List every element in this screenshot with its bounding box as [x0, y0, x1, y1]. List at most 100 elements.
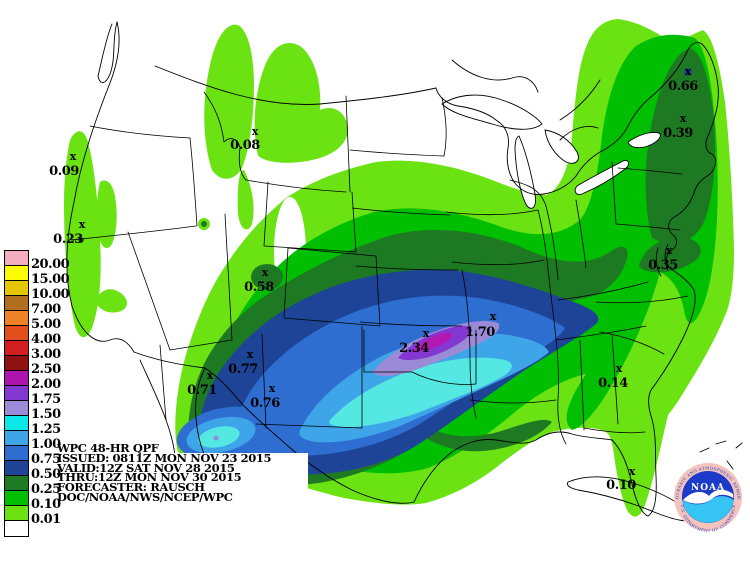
legend-label: 0.25 — [31, 482, 61, 497]
max-point-marker: x — [262, 266, 269, 279]
lake-superior — [441, 94, 543, 130]
max-point-value: 0.35 — [648, 258, 678, 273]
contour-001-idaho — [204, 24, 254, 179]
contour-001-sierra-strip — [96, 180, 117, 249]
legend-label: 1.50 — [31, 407, 61, 422]
noaa-logo: NOAA NATIONAL OCEANIC AND ATMOSPHERIC AD… — [674, 463, 742, 533]
legend-label: 0.75 — [31, 452, 61, 467]
max-point-value: 0.76 — [250, 396, 280, 411]
lake-ontario — [627, 132, 661, 149]
map-borders — [66, 21, 743, 522]
legend-swatch — [5, 476, 28, 491]
state-borders — [70, 91, 689, 445]
canada-49th-parallel — [154, 65, 437, 105]
max-point-marker: x — [685, 65, 692, 78]
legend-label: 4.00 — [31, 332, 61, 347]
agency-line: DOC/NOAA/NWS/NCEP/WPC — [57, 489, 233, 504]
legend-label: 0.50 — [31, 467, 61, 482]
thru-line: THRU:12Z MON NOV 30 2015 — [57, 470, 242, 485]
max-point-marker: x — [70, 150, 77, 163]
contour-125-stx — [198, 426, 240, 448]
legend-swatch — [5, 446, 28, 461]
legend-label: 2.50 — [31, 362, 61, 377]
product-title: WPC 48-HR QPF — [57, 441, 159, 455]
legend-label: 10.00 — [31, 287, 70, 302]
lake-michigan — [514, 135, 536, 209]
max-point-marker: x — [423, 327, 430, 340]
issued-line: ISSUED: 0811Z MON NOV 23 2015 — [57, 450, 272, 465]
max-point-value: 1.70 — [465, 325, 495, 340]
contour-001-montana — [254, 42, 348, 163]
legend-swatch — [5, 401, 28, 416]
legend-swatch — [5, 416, 28, 431]
chesapeake-bay — [655, 243, 669, 277]
max-point-marker: x — [666, 244, 673, 257]
legend-colorbar — [4, 250, 29, 537]
noaa-logo-gull — [683, 489, 734, 504]
legend-swatch — [5, 341, 28, 356]
mexico-border-rio-grande — [133, 351, 415, 504]
max-point-value: 0.10 — [606, 478, 636, 493]
max-point-value: 0.77 — [228, 362, 258, 377]
issuance-text-block: WPC 48-HR QPF ISSUED: 0811Z MON NOV 23 2… — [57, 441, 272, 504]
legend-labels: 20.00 15.00 10.00 7.00 5.00 4.00 3.00 2.50 2.00 1… — [31, 250, 77, 540]
legend-swatch — [5, 266, 28, 281]
valid-line: VALID:12Z SAT NOV 28 2015 — [57, 460, 235, 475]
contour-001-socal-strip — [95, 289, 127, 313]
max-point-value: 0.66 — [668, 79, 698, 94]
max-point-marker: x — [629, 465, 636, 478]
legend-swatch — [5, 296, 28, 311]
max-point-value: 2.34 — [399, 341, 429, 356]
max-point-value: 0.09 — [49, 164, 79, 179]
contour-001-coast-strip — [64, 131, 101, 338]
contour-125-band — [329, 357, 512, 428]
legend-swatch — [5, 386, 28, 401]
text-panel-background — [0, 453, 308, 562]
northeast-canada-border — [513, 42, 703, 195]
legend-swatch — [5, 311, 28, 326]
florida-coast — [611, 385, 657, 517]
legend-swatch — [5, 461, 28, 476]
noaa-logo-text: NOAA — [691, 483, 725, 493]
legend-label: 5.00 — [31, 317, 61, 332]
contour-025-nevada-dot — [201, 221, 207, 227]
contour-001-utah-strip — [237, 170, 254, 230]
legend-swatch — [5, 281, 28, 296]
max-point-value: 0.71 — [187, 383, 217, 398]
lakes-north-shore — [435, 87, 515, 183]
legend-swatch — [5, 251, 28, 266]
contour-025-northeast — [645, 48, 716, 244]
canada-interior-lines — [451, 59, 601, 141]
bahamas-islands — [699, 440, 743, 473]
max-point-value: 0.23 — [53, 232, 83, 247]
gulf-coast — [413, 431, 613, 503]
legend-swatch — [5, 521, 28, 536]
max-point-marker: x — [616, 362, 623, 375]
legend-label: 0.01 — [31, 512, 61, 527]
contour-150-stx — [213, 435, 219, 441]
legend-label: 15.00 — [31, 272, 70, 287]
legend-label: 1.25 — [31, 422, 61, 437]
max-point-value: 0.14 — [598, 376, 628, 391]
max-point-value: 0.58 — [244, 280, 274, 295]
west-coast — [66, 21, 135, 353]
legend-swatch — [5, 326, 28, 341]
great-lakes — [441, 94, 661, 209]
max-point-value: 0.39 — [663, 126, 693, 141]
contour-025-colorado — [251, 264, 283, 290]
max-point-value: 0.08 — [230, 138, 260, 153]
legend-swatch — [5, 506, 28, 521]
legend-label: 1.75 — [31, 392, 61, 407]
legend-label: 7.00 — [31, 302, 61, 317]
contour-025-virginia-coast — [639, 237, 701, 273]
max-point-marker: x — [252, 125, 259, 138]
legend-label: 1.00 — [31, 437, 61, 452]
east-coast — [653, 43, 719, 387]
max-point-marker: x — [207, 369, 214, 382]
noaa-logo-sea — [682, 496, 734, 523]
legend-label: 0.10 — [31, 497, 61, 512]
puget-sound — [97, 21, 118, 83]
